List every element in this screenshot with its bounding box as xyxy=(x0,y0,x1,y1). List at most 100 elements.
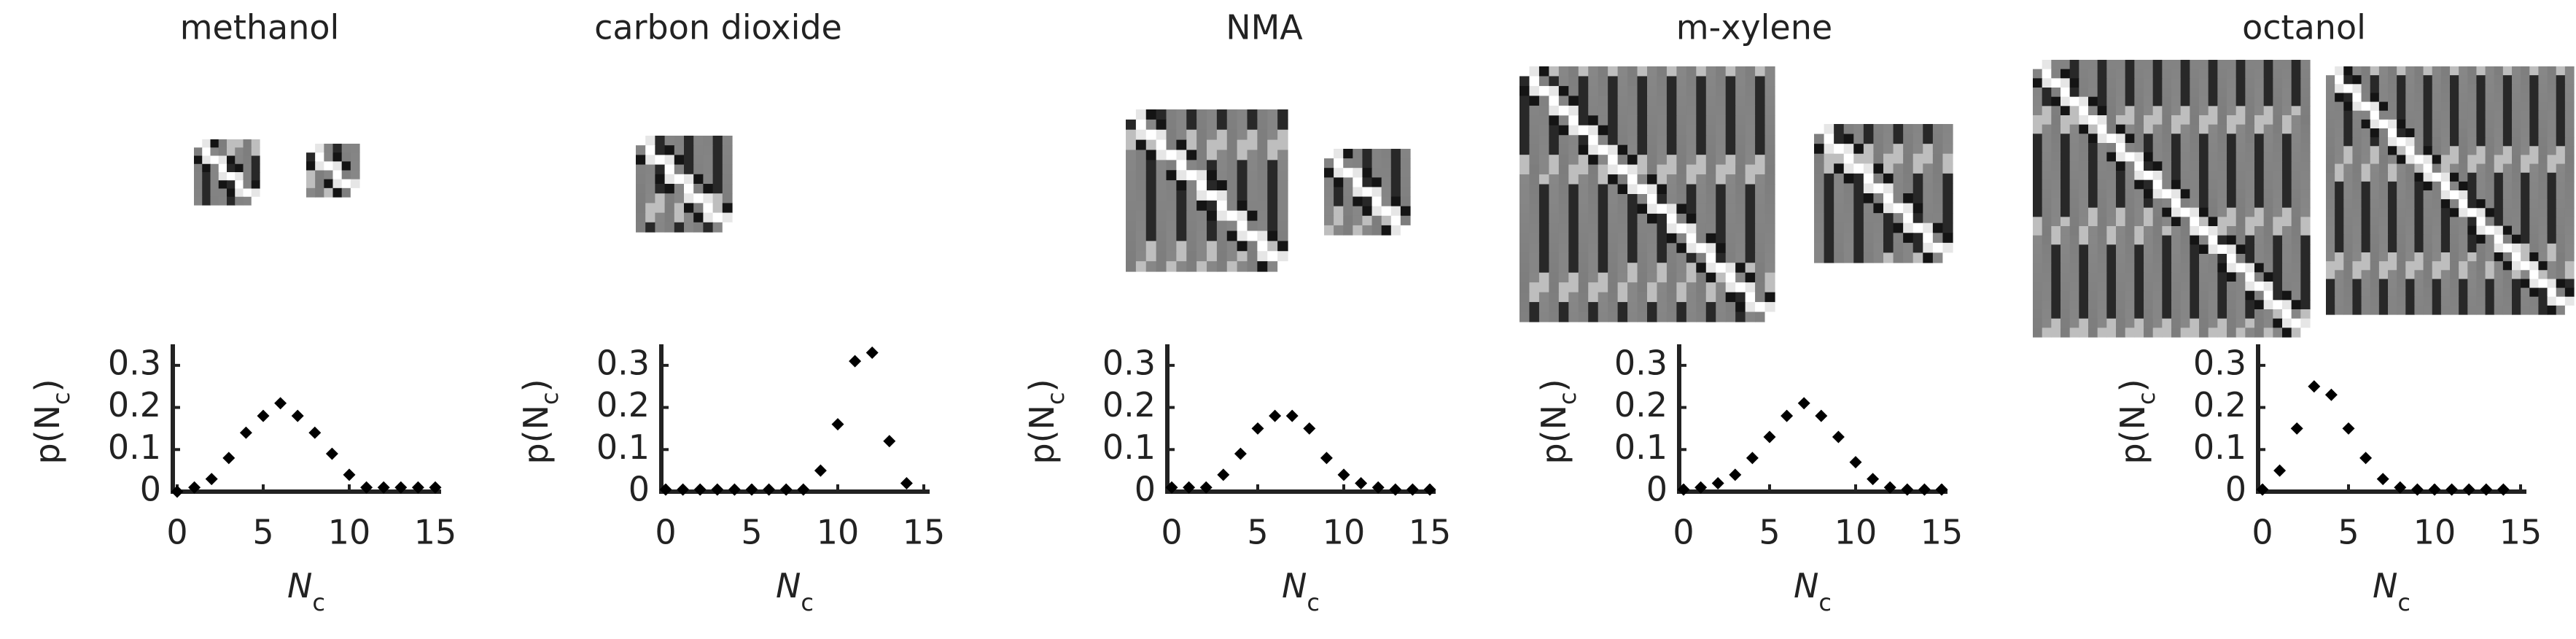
matrix-cell xyxy=(2033,78,2043,88)
matrix-cell xyxy=(1627,135,1638,146)
matrix-cell xyxy=(1735,311,1746,322)
matrix-cell xyxy=(2370,190,2380,200)
y-tick-label: 0 xyxy=(629,470,650,509)
matrix-cell xyxy=(1923,163,1934,174)
matrix-cell xyxy=(1637,76,1648,87)
matrix-cell xyxy=(1126,190,1137,201)
matrix-cell xyxy=(2414,181,2424,191)
matrix-cell xyxy=(2352,181,2362,191)
matrix-cell xyxy=(2235,78,2246,88)
matrix-cell xyxy=(1853,144,1864,155)
matrix-cell xyxy=(243,163,252,173)
matrix-cell xyxy=(1588,223,1599,234)
data-point xyxy=(797,483,810,496)
matrix-cell xyxy=(2263,217,2273,227)
matrix-cell xyxy=(2361,163,2371,174)
matrix-cell xyxy=(2300,161,2311,171)
data-point xyxy=(1729,468,1742,481)
matrix-cell xyxy=(2079,171,2089,181)
matrix-cell xyxy=(2538,190,2548,200)
matrix-cell xyxy=(2125,179,2135,190)
matrix-cell xyxy=(2125,78,2135,88)
matrix-cell xyxy=(2300,171,2311,181)
matrix-cell xyxy=(2171,244,2182,255)
matrix-cell xyxy=(1608,115,1619,126)
matrix-cell xyxy=(1627,66,1638,77)
matrix-cell xyxy=(2494,243,2504,253)
matrix-cell xyxy=(1942,144,1953,155)
y-tick-label: 0.3 xyxy=(1614,343,1668,382)
matrix-cell xyxy=(1617,272,1628,283)
matrix-cell xyxy=(2405,199,2416,209)
matrix-cell xyxy=(2273,179,2283,190)
x-label-main: N xyxy=(287,566,312,605)
matrix-cell xyxy=(1883,183,1894,194)
matrix-cell xyxy=(2125,244,2135,255)
matrix-cell xyxy=(2300,96,2311,106)
matrix-cell xyxy=(1814,233,1825,244)
matrix-cell xyxy=(1207,150,1218,160)
matrix-cell xyxy=(2208,272,2218,282)
matrix-cell xyxy=(2502,287,2513,298)
matrix-cell xyxy=(1834,173,1845,185)
matrix-cell xyxy=(1883,133,1894,144)
matrix-cell xyxy=(2378,181,2389,191)
matrix-cell xyxy=(1745,76,1756,87)
matrix-cell xyxy=(2190,290,2200,301)
matrix-cell xyxy=(1637,213,1648,224)
matrix-cell xyxy=(2300,244,2311,255)
matrix-cell xyxy=(2152,282,2163,292)
matrix-cell xyxy=(1725,155,1736,166)
data-point xyxy=(1406,483,1419,496)
matrix-cell xyxy=(2494,305,2504,315)
matrix-cell xyxy=(2512,305,2521,315)
matrix-cell xyxy=(2538,208,2548,218)
matrix-cell xyxy=(2326,75,2335,85)
matrix-cell xyxy=(2171,189,2182,199)
matrix-cell xyxy=(315,170,324,180)
matrix-cell xyxy=(1598,135,1608,146)
matrix-cell xyxy=(2263,179,2273,190)
matrix-cell xyxy=(1923,183,1934,194)
matrix-cell xyxy=(2352,163,2362,174)
matrix-cell xyxy=(1529,204,1540,214)
matrix-cell xyxy=(1237,129,1248,141)
matrix-cell xyxy=(2217,124,2227,134)
matrix-cell xyxy=(2300,226,2311,236)
matrix-cell xyxy=(2273,124,2283,134)
matrix-cell xyxy=(2171,226,2182,236)
matrix-cell xyxy=(1277,139,1288,151)
matrix-cell xyxy=(2352,296,2362,306)
matrix-cell xyxy=(2208,179,2218,190)
matrix-cell xyxy=(2370,75,2380,85)
matrix-cell xyxy=(2273,78,2283,88)
matrix-cell xyxy=(1216,231,1228,241)
matrix-cell xyxy=(1237,231,1248,241)
matrix-cell xyxy=(2079,290,2089,301)
matrix-cell xyxy=(2467,75,2478,85)
matrix-cell xyxy=(1247,170,1258,181)
matrix-cell xyxy=(2485,84,2495,94)
matrix-cell xyxy=(2162,78,2172,88)
matrix-cell xyxy=(324,161,334,171)
matrix-cell xyxy=(2502,270,2513,280)
matrix-cell xyxy=(2125,88,2135,98)
matrix-cell xyxy=(1755,223,1766,234)
matrix-cell xyxy=(2171,161,2182,171)
matrix-cell xyxy=(1873,233,1884,244)
matrix-cell xyxy=(2521,225,2530,236)
matrix-cell xyxy=(2414,296,2424,306)
matrix-cell xyxy=(2521,305,2530,315)
matrix-cell xyxy=(2106,272,2117,282)
matrix-cell xyxy=(1686,263,1697,274)
matrix-cell xyxy=(1745,164,1756,175)
matrix-cell xyxy=(1716,164,1727,175)
matrix-cell xyxy=(1578,96,1589,106)
matrix-cell xyxy=(2162,69,2172,79)
matrix-cell xyxy=(1135,200,1147,212)
matrix-cell xyxy=(2378,243,2389,253)
matrix-cell xyxy=(2291,179,2301,190)
matrix-cell xyxy=(2370,66,2380,76)
matrix-cell xyxy=(1608,135,1619,146)
matrix-cell xyxy=(2190,198,2200,209)
